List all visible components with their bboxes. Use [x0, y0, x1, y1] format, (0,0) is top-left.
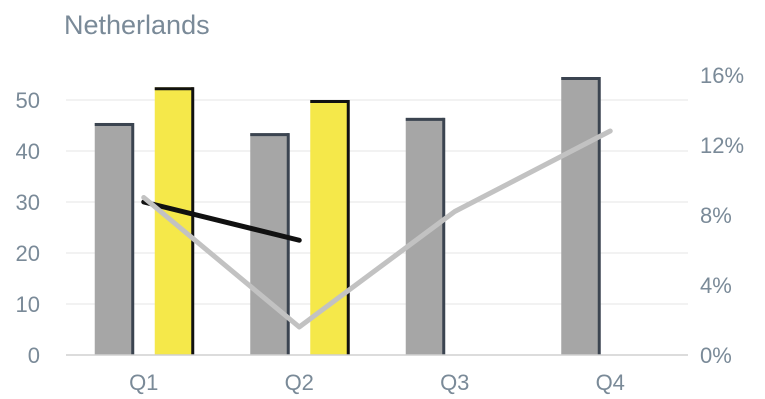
- y-left-tick-label: 20: [16, 241, 40, 266]
- bar: [94, 122, 135, 355]
- axes: 0 10 20 30 40 50 0% 4% 8% 12% 16% Q1 Q2 Q3 Q4: [16, 63, 745, 395]
- series-line: [141, 199, 302, 243]
- y-right-tick-label: 16%: [700, 63, 744, 88]
- x-tick-label: Q2: [285, 370, 314, 395]
- y-left-tick-label: 10: [16, 292, 40, 317]
- bar-fill: [94, 122, 133, 355]
- bar: [250, 133, 290, 355]
- y-right-tick-label: 0%: [700, 343, 732, 368]
- bars: [94, 77, 601, 356]
- y-right-tick-label: 8%: [700, 203, 732, 228]
- x-tick-label: Q1: [129, 370, 158, 395]
- series-line: [141, 128, 613, 330]
- bar: [561, 77, 601, 356]
- y-left-tick-label: 40: [16, 139, 40, 164]
- bar-fill: [250, 133, 289, 355]
- chart-title: Netherlands: [64, 10, 210, 40]
- x-tick-label: Q4: [596, 370, 625, 395]
- bar-fill: [561, 77, 600, 356]
- x-tick-label: Q3: [440, 370, 469, 395]
- y-right-tick-label: 12%: [700, 133, 744, 158]
- line-series: [141, 128, 613, 330]
- y-left-tick-label: 0: [28, 343, 40, 368]
- y-left-tick-label: 30: [16, 190, 40, 215]
- y-right-tick-label: 4%: [700, 273, 732, 298]
- y-left-tick-label: 50: [16, 88, 40, 113]
